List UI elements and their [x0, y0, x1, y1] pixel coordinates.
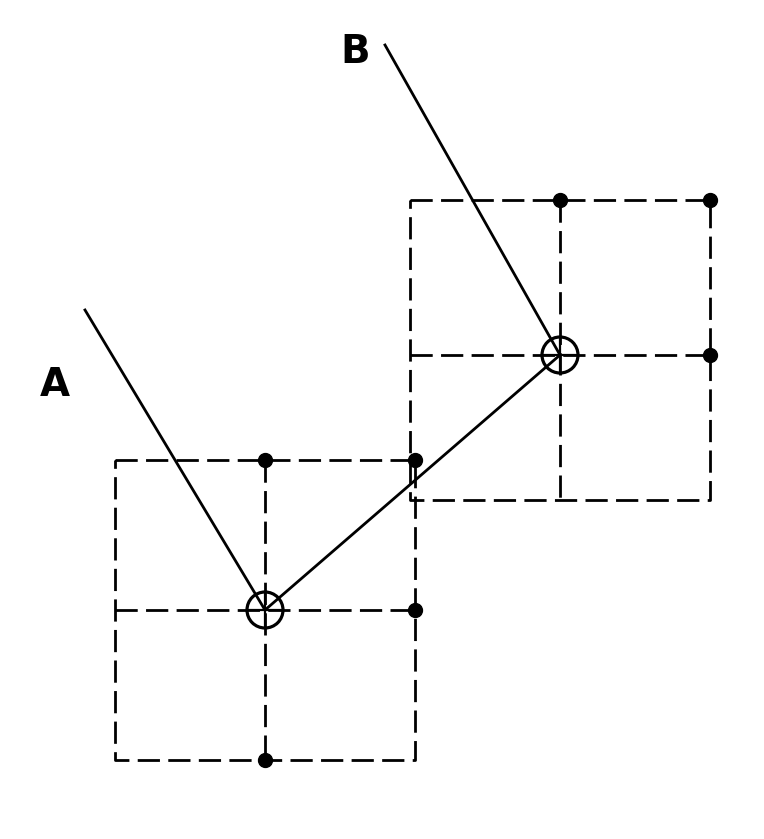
Point: [259, 753, 271, 767]
Text: A: A: [40, 366, 70, 404]
Point: [409, 603, 421, 617]
Point: [554, 193, 566, 206]
Point: [704, 193, 716, 206]
Point: [704, 348, 716, 362]
Text: B: B: [340, 33, 370, 71]
Point: [259, 453, 271, 466]
Point: [409, 453, 421, 466]
